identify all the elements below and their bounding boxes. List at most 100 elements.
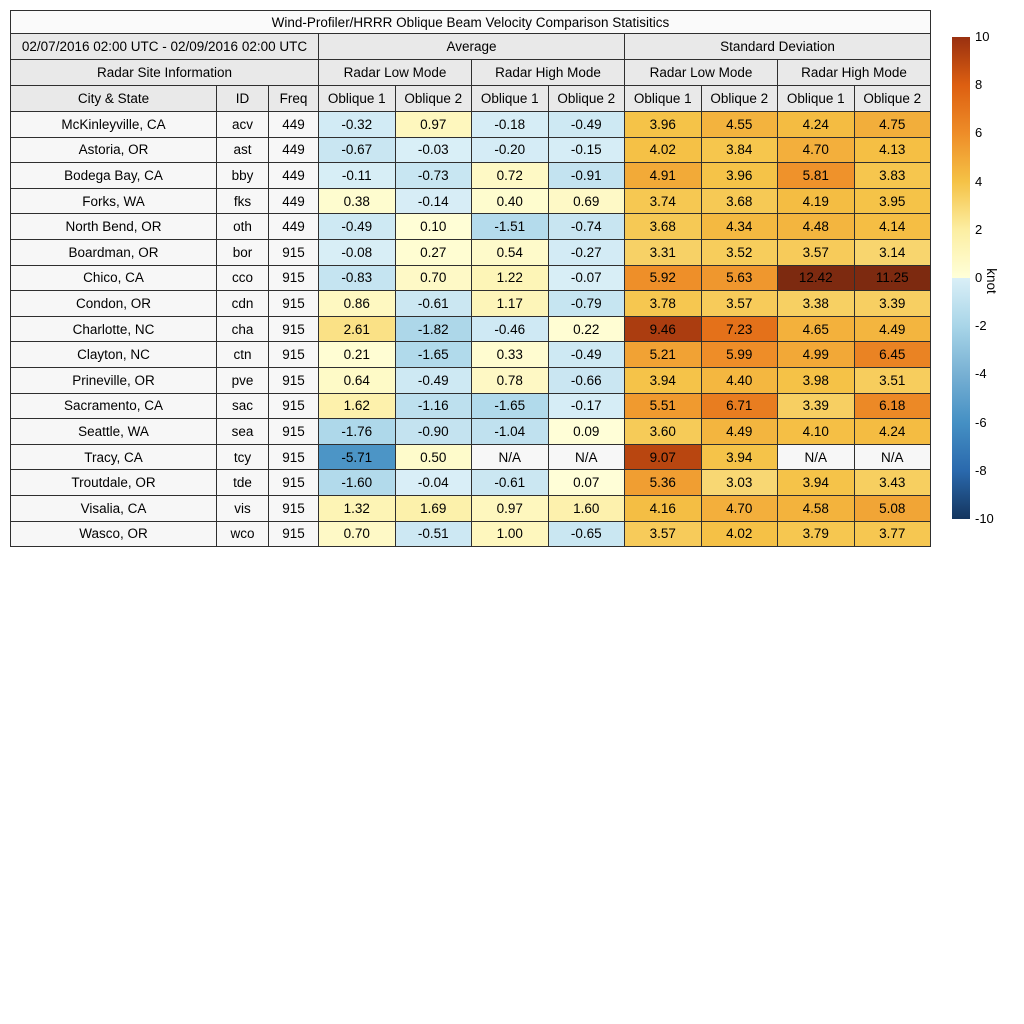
value-cell: 4.02: [700, 520, 778, 548]
value-cell: 0.10: [394, 213, 472, 240]
colorbar-tick-label: -6: [975, 414, 987, 430]
id-cell: oth: [216, 213, 269, 240]
mode-cell-0: Radar Low Mode: [318, 59, 472, 86]
table-row: Bodega Bay, CA bby 449 -0.11 -0.73 0.72 -0.91 4…: [10, 162, 931, 189]
value-cell: -0.32: [318, 111, 396, 138]
table-row: North Bend, OR oth 449 -0.49 0.10 -1.51 -0.74 3…: [10, 213, 931, 240]
city-cell: Wasco, OR: [10, 520, 217, 548]
city-cell: North Bend, OR: [10, 213, 217, 240]
freq-cell: 915: [268, 238, 319, 266]
colorbar-tick-label: -8: [975, 462, 987, 478]
value-cell: 1.00: [471, 520, 549, 548]
value-cell: 11.25: [853, 264, 931, 292]
value-cell: 1.62: [318, 392, 396, 420]
table-title: Wind-Profiler/HRRR Oblique Beam Velocity…: [10, 10, 931, 34]
value-cell: 3.31: [624, 238, 702, 266]
colorbar-tick-label: -2: [975, 318, 987, 334]
value-cell: 12.42: [777, 264, 855, 292]
value-cell: -0.46: [471, 315, 549, 343]
value-cell: 0.40: [471, 187, 549, 215]
value-cell: 0.09: [547, 418, 625, 445]
city-cell: Condon, OR: [10, 290, 217, 317]
value-cell: 0.86: [318, 290, 396, 317]
value-cell: 0.54: [471, 238, 549, 266]
value-cell: 0.38: [318, 187, 396, 215]
column-header-cell-4: Oblique 2: [394, 85, 472, 112]
freq-cell: 915: [268, 315, 319, 343]
group-std-cell: Standard Deviation: [624, 33, 931, 60]
value-cell: 0.27: [394, 238, 472, 266]
value-cell: -1.65: [394, 341, 472, 368]
value-cell: 3.39: [777, 392, 855, 420]
id-cell: cha: [216, 315, 269, 343]
id-cell: ctn: [216, 341, 269, 368]
value-cell: 5.63: [700, 264, 778, 292]
value-cell: 4.55: [700, 111, 778, 138]
value-cell: 0.64: [318, 366, 396, 394]
value-cell: 3.52: [700, 238, 778, 266]
colorbar-tick-label: 6: [975, 125, 983, 141]
column-header-cell-2: Freq: [268, 85, 319, 112]
value-cell: -0.73: [394, 162, 472, 189]
mode-header-row: Radar Site Information Radar Low Mode Rada…: [10, 59, 931, 86]
freq-cell: 915: [268, 290, 319, 317]
freq-cell: 449: [268, 187, 319, 215]
stats-table: Wind-Profiler/HRRR Oblique Beam Velocity…: [10, 10, 931, 548]
value-cell: 3.57: [700, 290, 778, 317]
value-cell: 5.21: [624, 341, 702, 368]
value-cell: 3.14: [853, 238, 931, 266]
value-cell: -0.90: [394, 418, 472, 445]
column-header-cell-3: Oblique 1: [318, 85, 396, 112]
value-cell: 4.99: [777, 341, 855, 368]
value-cell: 3.96: [700, 162, 778, 189]
freq-cell: 449: [268, 162, 319, 189]
city-cell: Astoria, OR: [10, 136, 217, 164]
id-cell: sea: [216, 418, 269, 445]
value-cell: 3.96: [624, 111, 702, 138]
value-cell: 5.81: [777, 162, 855, 189]
freq-cell: 915: [268, 469, 319, 496]
value-cell: 4.24: [777, 111, 855, 138]
value-cell: -0.83: [318, 264, 396, 292]
value-cell: 4.34: [700, 213, 778, 240]
value-cell: -0.14: [394, 187, 472, 215]
city-cell: McKinleyville, CA: [10, 111, 217, 138]
table-row: Clayton, NC ctn 915 0.21 -1.65 0.33 -0.49 5.21 5…: [10, 341, 931, 368]
value-cell: 3.94: [777, 469, 855, 496]
value-cell: 3.68: [700, 187, 778, 215]
value-cell: 0.70: [318, 520, 396, 548]
value-cell: -0.27: [547, 238, 625, 266]
freq-cell: 915: [268, 418, 319, 445]
value-cell: -1.51: [471, 213, 549, 240]
id-cell: vis: [216, 494, 269, 522]
freq-cell: 915: [268, 366, 319, 394]
value-cell: 3.77: [853, 520, 931, 548]
value-cell: 4.14: [853, 213, 931, 240]
table-row: Seattle, WA sea 915 -1.76 -0.90 -1.04 0.09 3.60…: [10, 418, 931, 445]
value-cell: 1.32: [318, 494, 396, 522]
table-row: Troutdale, OR tde 915 -1.60 -0.04 -0.61 0.07 5.…: [10, 469, 931, 496]
value-cell: -0.49: [394, 366, 472, 394]
value-cell: 4.13: [853, 136, 931, 164]
city-cell: Sacramento, CA: [10, 392, 217, 420]
value-cell: 0.69: [547, 187, 625, 215]
site-info-cell: Radar Site Information: [10, 59, 319, 86]
value-cell: 1.22: [471, 264, 549, 292]
id-cell: fks: [216, 187, 269, 215]
value-cell: 3.57: [624, 520, 702, 548]
value-cell: -0.08: [318, 238, 396, 266]
value-cell: 3.84: [700, 136, 778, 164]
city-cell: Charlotte, NC: [10, 315, 217, 343]
column-header-cell-5: Oblique 1: [471, 85, 549, 112]
value-cell: 3.51: [853, 366, 931, 394]
table-row: Prineville, OR pve 915 0.64 -0.49 0.78 -0.66 3.…: [10, 366, 931, 394]
value-cell: -0.15: [547, 136, 625, 164]
city-cell: Chico, CA: [10, 264, 217, 292]
value-cell: -1.82: [394, 315, 472, 343]
mode-cell-3: Radar High Mode: [777, 59, 931, 86]
value-cell: -0.65: [547, 520, 625, 548]
city-cell: Tracy, CA: [10, 443, 217, 471]
value-cell: 0.50: [394, 443, 472, 471]
freq-cell: 449: [268, 213, 319, 240]
id-cell: acv: [216, 111, 269, 138]
